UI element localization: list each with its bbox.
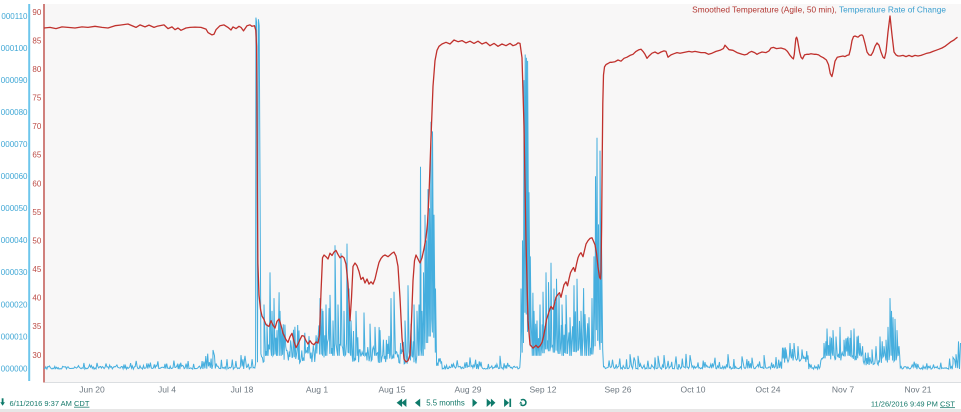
svg-text:35: 35	[32, 322, 41, 331]
svg-text:Sep 12: Sep 12	[530, 384, 557, 394]
svg-text:65: 65	[32, 151, 41, 160]
svg-text:70: 70	[32, 122, 41, 131]
svg-text:Aug 1: Aug 1	[306, 384, 328, 394]
svg-text:Jun 20: Jun 20	[79, 384, 105, 394]
svg-text:000020: 000020	[1, 300, 28, 309]
svg-text:000070: 000070	[1, 140, 28, 149]
svg-text:Nov 7: Nov 7	[832, 384, 854, 394]
svg-text:000010: 000010	[1, 332, 28, 341]
svg-text:11/26/2016 9:49 PM CST: 11/26/2016 9:49 PM CST	[871, 399, 956, 408]
svg-text:Smoothed Temperature (Agile, 5: Smoothed Temperature (Agile, 50 min), Te…	[692, 5, 946, 15]
svg-text:90: 90	[32, 8, 41, 17]
svg-text:Nov 21: Nov 21	[905, 384, 932, 394]
svg-text:000080: 000080	[1, 108, 28, 117]
svg-text:5.5 months: 5.5 months	[426, 399, 465, 408]
svg-text:85: 85	[32, 36, 41, 45]
svg-text:000100: 000100	[1, 44, 28, 53]
svg-text:Aug 29: Aug 29	[455, 384, 482, 394]
svg-text:30: 30	[32, 351, 41, 360]
svg-text:40: 40	[32, 294, 41, 303]
svg-text:60: 60	[32, 179, 41, 188]
svg-text:000030: 000030	[1, 268, 28, 277]
svg-text:55: 55	[32, 208, 41, 217]
svg-text:Aug 15: Aug 15	[379, 384, 406, 394]
svg-text:Jul 4: Jul 4	[158, 384, 176, 394]
svg-text:000000: 000000	[1, 364, 28, 373]
svg-text:Jul 18: Jul 18	[231, 384, 254, 394]
svg-text:000060: 000060	[1, 172, 28, 181]
svg-text:6/11/2016 9:37 AM CDT: 6/11/2016 9:37 AM CDT	[10, 399, 90, 408]
svg-text:Oct 10: Oct 10	[680, 384, 705, 394]
svg-text:Sep 26: Sep 26	[605, 384, 632, 394]
svg-text:75: 75	[32, 94, 41, 103]
svg-text:000040: 000040	[1, 236, 28, 245]
svg-text:80: 80	[32, 65, 41, 74]
svg-text:000110: 000110	[1, 12, 28, 21]
svg-text:000090: 000090	[1, 76, 28, 85]
svg-text:50: 50	[32, 237, 41, 246]
svg-text:000050: 000050	[1, 204, 28, 213]
svg-text:45: 45	[32, 265, 41, 274]
svg-text:Oct 24: Oct 24	[755, 384, 780, 394]
